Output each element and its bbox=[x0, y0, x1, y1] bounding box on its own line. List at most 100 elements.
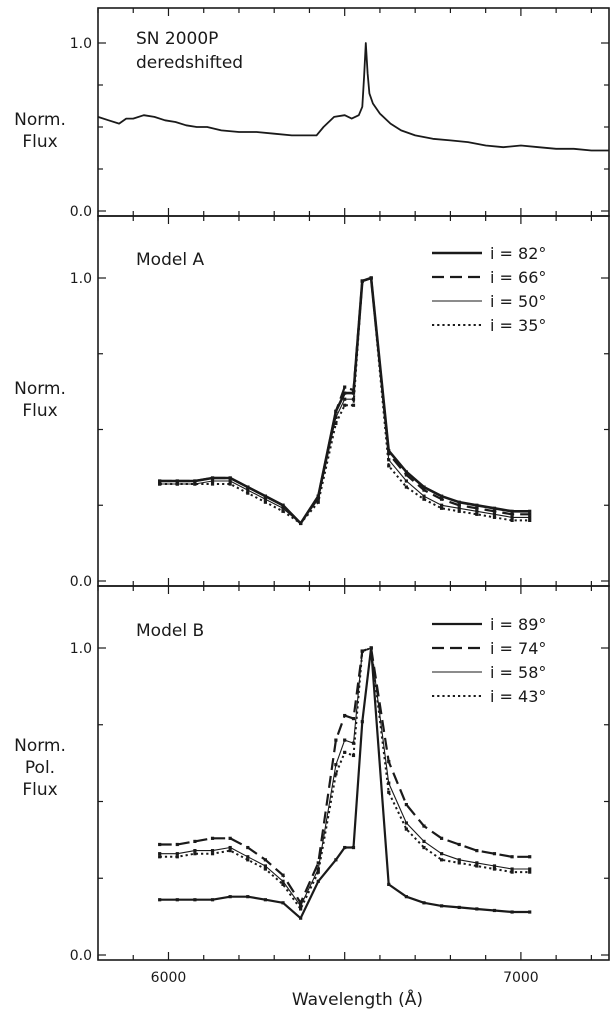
data-point bbox=[281, 882, 285, 886]
data-point bbox=[422, 485, 426, 489]
panel-frame bbox=[97, 585, 610, 961]
data-point bbox=[343, 403, 347, 407]
data-point bbox=[343, 385, 347, 389]
data-point bbox=[343, 391, 347, 395]
data-point bbox=[343, 397, 347, 401]
data-point bbox=[175, 842, 179, 847]
data-point bbox=[316, 879, 320, 883]
data-point bbox=[360, 279, 364, 283]
data-point bbox=[528, 867, 532, 871]
data-point bbox=[246, 845, 250, 850]
data-point bbox=[281, 506, 285, 510]
data-point bbox=[457, 858, 461, 862]
data-point bbox=[440, 904, 444, 908]
data-point bbox=[281, 509, 285, 513]
data-point bbox=[475, 509, 479, 513]
data-point bbox=[246, 485, 250, 489]
data-point bbox=[334, 858, 338, 862]
data-point bbox=[528, 518, 532, 522]
data-point bbox=[510, 512, 514, 516]
data-point bbox=[528, 870, 532, 874]
data-point bbox=[440, 858, 444, 862]
data-point bbox=[492, 864, 497, 868]
x-tick-label: 7000 bbox=[503, 970, 539, 986]
data-point bbox=[528, 515, 532, 519]
data-point bbox=[528, 509, 532, 513]
x-axis-label: Wavelength (Å) bbox=[292, 988, 423, 1010]
data-point bbox=[528, 910, 532, 914]
data-point bbox=[457, 905, 461, 910]
data-point bbox=[360, 720, 364, 724]
data-point bbox=[228, 836, 232, 840]
data-point bbox=[492, 908, 497, 913]
data-point bbox=[210, 898, 215, 902]
data-point bbox=[510, 515, 514, 519]
series-line bbox=[159, 277, 530, 524]
data-point bbox=[492, 852, 497, 856]
data-point bbox=[193, 839, 197, 844]
data-point bbox=[457, 500, 461, 504]
data-point bbox=[360, 649, 364, 653]
legend-label: i = 50° bbox=[490, 292, 546, 311]
data-point bbox=[422, 488, 426, 492]
data-point bbox=[158, 898, 162, 902]
data-point bbox=[158, 482, 162, 486]
data-point bbox=[404, 895, 408, 899]
data-point bbox=[475, 512, 479, 516]
data-point bbox=[228, 476, 232, 480]
data-point bbox=[263, 497, 267, 501]
data-point bbox=[404, 821, 408, 825]
series-line bbox=[159, 276, 530, 525]
data-point bbox=[175, 852, 179, 856]
data-point bbox=[263, 494, 267, 498]
series-line bbox=[159, 647, 530, 907]
data-point bbox=[246, 491, 250, 495]
data-point bbox=[263, 500, 267, 504]
data-point bbox=[210, 476, 215, 480]
data-point bbox=[510, 509, 514, 513]
data-point bbox=[440, 494, 444, 498]
data-point bbox=[475, 864, 479, 868]
data-point bbox=[210, 849, 215, 853]
data-point bbox=[343, 845, 347, 850]
data-point bbox=[422, 839, 426, 844]
data-point bbox=[475, 907, 479, 911]
legend-label: i = 66° bbox=[490, 268, 546, 287]
y-axis-label: Norm. Pol. Flux bbox=[14, 736, 66, 800]
data-point bbox=[343, 738, 347, 742]
data-point bbox=[281, 901, 285, 905]
data-point bbox=[492, 506, 497, 510]
data-point bbox=[440, 506, 444, 510]
data-point bbox=[228, 849, 232, 853]
data-point bbox=[246, 488, 250, 492]
data-point bbox=[404, 827, 408, 831]
data-point bbox=[158, 479, 162, 483]
data-point bbox=[492, 512, 497, 516]
data-point bbox=[440, 497, 444, 501]
data-point bbox=[510, 910, 514, 914]
data-point bbox=[316, 861, 320, 865]
data-point bbox=[334, 409, 338, 413]
data-point bbox=[351, 845, 356, 850]
data-point bbox=[510, 867, 514, 871]
data-point bbox=[351, 403, 356, 407]
series-line bbox=[159, 646, 530, 904]
panel-annotation: Model B bbox=[136, 621, 204, 641]
data-point bbox=[281, 879, 285, 883]
data-point bbox=[316, 500, 320, 504]
y-tick-label: 1.0 bbox=[70, 641, 92, 657]
data-point bbox=[210, 479, 215, 483]
y-axis-label: Norm. Flux bbox=[14, 110, 66, 152]
data-point bbox=[351, 741, 356, 745]
data-point bbox=[193, 479, 197, 483]
data-point bbox=[457, 503, 461, 507]
data-point bbox=[528, 855, 532, 859]
data-point bbox=[351, 397, 356, 401]
data-point bbox=[316, 870, 320, 874]
data-point bbox=[263, 864, 267, 868]
data-point bbox=[422, 824, 426, 828]
data-point bbox=[334, 763, 338, 767]
data-point bbox=[228, 845, 232, 850]
data-point bbox=[422, 494, 426, 498]
